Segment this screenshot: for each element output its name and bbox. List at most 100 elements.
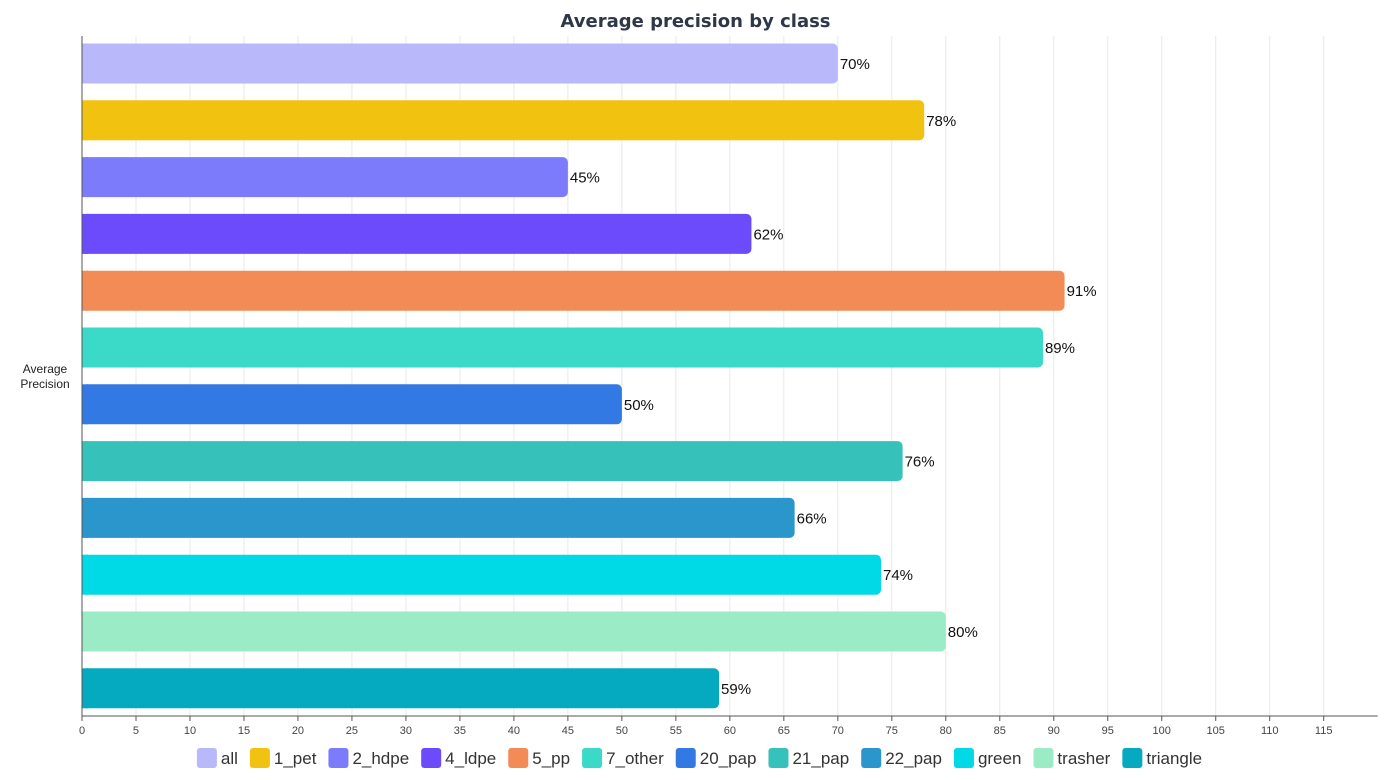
- x-axis-ticks: 0 5 10 15 20 25 30 35 40 45 50 55 60 65 70 75 80 85 90 95 10…: [79, 716, 1333, 737]
- bar-trasher[interactable]: [82, 611, 946, 652]
- chart-title: Average precision by class: [560, 11, 830, 32]
- bar-edge: [82, 668, 88, 709]
- legend-label: 4_ldpe: [445, 749, 496, 768]
- legend-item-4_ldpe[interactable]: 4_ldpe: [421, 748, 496, 768]
- data-label-21_pap: 76%: [905, 454, 935, 471]
- x-tick-label: 90: [1048, 725, 1060, 737]
- legend-item-triangle[interactable]: triangle: [1122, 748, 1202, 768]
- legend-swatch: [675, 748, 696, 768]
- data-label-trasher: 80%: [948, 624, 978, 641]
- bar-2_hdpe[interactable]: [82, 157, 568, 198]
- legend-swatch: [508, 748, 529, 768]
- data-label-22_pap: 66%: [797, 510, 827, 527]
- legend-label: 7_other: [606, 749, 664, 768]
- legend-label: trasher: [1057, 749, 1110, 768]
- legend-swatch: [768, 748, 789, 768]
- data-label-2_hdpe: 45%: [570, 170, 600, 187]
- data-label-green: 74%: [883, 567, 913, 584]
- bar-edge: [82, 384, 88, 425]
- data-label-4_ldpe: 62%: [753, 226, 783, 243]
- data-label-7_other: 89%: [1045, 340, 1075, 357]
- x-tick-label: 85: [994, 725, 1006, 737]
- legend-label: 2_hdpe: [352, 749, 409, 768]
- bar-22_pap[interactable]: [82, 497, 795, 538]
- legend-swatch: [421, 748, 442, 768]
- x-tick-label: 25: [346, 725, 358, 737]
- bar-edge: [82, 213, 88, 254]
- x-tick-label: 10: [184, 725, 196, 737]
- bar-all[interactable]: [82, 43, 838, 84]
- x-tick-label: 100: [1153, 725, 1171, 737]
- bar-edge: [82, 270, 88, 311]
- x-tick-label: 35: [454, 725, 466, 737]
- data-label-all: 70%: [840, 56, 870, 73]
- x-tick-label: 20: [292, 725, 304, 737]
- legend-label: 21_pap: [792, 749, 849, 768]
- x-tick-label: 80: [940, 725, 952, 737]
- bar-7_other[interactable]: [82, 327, 1043, 368]
- legend-swatch: [582, 748, 603, 768]
- x-tick-label: 110: [1261, 725, 1279, 737]
- legend-swatch: [1122, 748, 1143, 768]
- legend-swatch: [196, 748, 217, 768]
- bars: [82, 43, 1065, 709]
- x-tick-label: 70: [832, 725, 844, 737]
- x-tick-label: 0: [79, 725, 85, 737]
- legend[interactable]: all 1_pet 2_hdpe 4_ldpe 5_pp 7_other 20_pap 21_…: [196, 748, 1202, 768]
- bar-edge: [82, 327, 88, 368]
- bar-edge: [82, 611, 88, 652]
- bar-edge: [82, 554, 88, 595]
- bar-4_ldpe[interactable]: [82, 213, 752, 254]
- bar-20_pap[interactable]: [82, 384, 622, 425]
- legend-item-5_pp[interactable]: 5_pp: [508, 748, 570, 768]
- data-label-20_pap: 50%: [624, 397, 654, 414]
- bar-edge: [82, 100, 88, 141]
- bar-edge: [82, 441, 88, 482]
- legend-item-1_pet[interactable]: 1_pet: [249, 748, 317, 768]
- legend-swatch: [249, 748, 270, 768]
- x-tick-label: 15: [238, 725, 250, 737]
- legend-label: 22_pap: [885, 749, 942, 768]
- legend-label: 1_pet: [274, 749, 317, 768]
- bar-triangle[interactable]: [82, 668, 720, 709]
- y-axis-label: Average Precision: [20, 362, 69, 391]
- legend-swatch: [861, 748, 882, 768]
- bar-5_pp[interactable]: [82, 270, 1065, 311]
- bar-green[interactable]: [82, 554, 882, 595]
- legend-item-trasher[interactable]: trasher: [1033, 748, 1111, 768]
- x-tick-label: 40: [508, 725, 520, 737]
- bar-edge: [82, 157, 88, 198]
- data-label-1_pet: 78%: [926, 113, 956, 130]
- legend-item-2_hdpe[interactable]: 2_hdpe: [328, 748, 409, 768]
- legend-label: all: [221, 749, 238, 768]
- x-tick-label: 60: [724, 725, 736, 737]
- legend-item-20_pap[interactable]: 20_pap: [675, 748, 757, 768]
- legend-label: 5_pp: [532, 749, 570, 768]
- x-tick-label: 105: [1207, 725, 1225, 737]
- legend-label: green: [978, 749, 1021, 768]
- x-tick-label: 45: [562, 725, 574, 737]
- bar-1_pet[interactable]: [82, 100, 925, 141]
- x-tick-label: 55: [670, 725, 682, 737]
- data-label-5_pp: 91%: [1067, 283, 1097, 300]
- legend-item-21_pap[interactable]: 21_pap: [768, 748, 849, 768]
- legend-label: triangle: [1146, 749, 1202, 768]
- legend-swatch: [1033, 748, 1054, 768]
- legend-item-22_pap[interactable]: 22_pap: [861, 748, 942, 768]
- x-tick-label: 115: [1315, 725, 1333, 737]
- legend-item-all[interactable]: all: [196, 748, 238, 768]
- x-tick-label: 30: [400, 725, 412, 737]
- data-label-triangle: 59%: [721, 681, 751, 698]
- bar-edge: [82, 497, 88, 538]
- legend-item-7_other[interactable]: 7_other: [582, 748, 664, 768]
- bar-edge: [82, 43, 88, 84]
- x-tick-label: 50: [616, 725, 628, 737]
- x-tick-label: 65: [778, 725, 790, 737]
- bar-21_pap[interactable]: [82, 441, 903, 482]
- data-labels: 70% 78% 45% 62% 91% 89% 50% 76% 66% 74% 80% 59%: [570, 56, 1097, 698]
- x-tick-label: 75: [886, 725, 898, 737]
- legend-swatch: [953, 748, 974, 768]
- legend-item-green[interactable]: green: [953, 748, 1021, 768]
- legend-swatch: [328, 748, 349, 768]
